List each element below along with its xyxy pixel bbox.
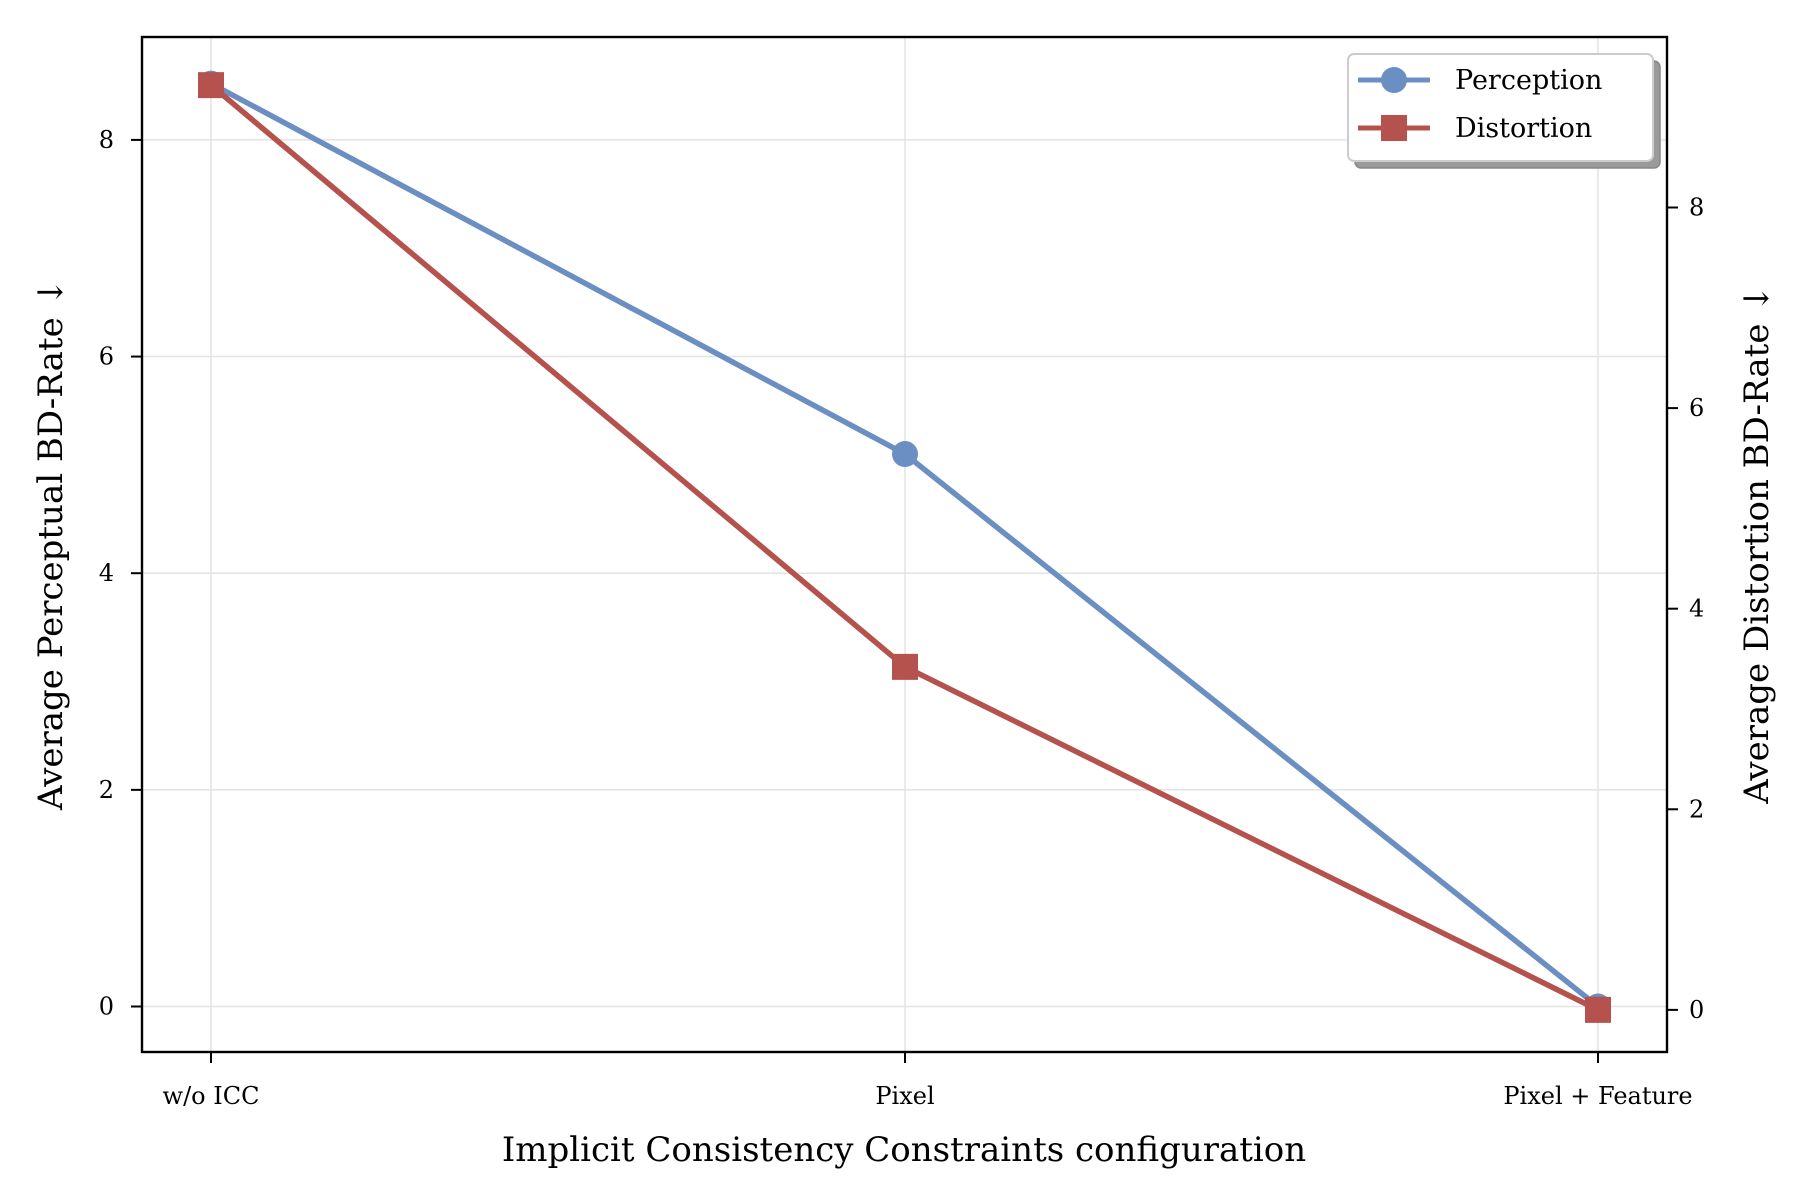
right-y-tick-label: 0 <box>1689 996 1704 1024</box>
series-layer <box>198 70 1611 1023</box>
axes-layer: w/o ICC Pixel Pixel + Feature 0 2 4 6 8 0 2 4 6 8 <box>99 126 1705 1110</box>
left-y-tick-label: 2 <box>99 776 114 804</box>
x-tick-label: w/o ICC <box>163 1082 260 1110</box>
right-y-axis-label: Average Distortion BD-Rate ↓ <box>1737 284 1777 805</box>
left-y-tick-label: 4 <box>99 559 114 587</box>
x-tick-label: Pixel + Feature <box>1503 1082 1692 1110</box>
data-point-distortion <box>1585 996 1611 1023</box>
legend-perception-label: Perception <box>1455 65 1602 96</box>
left-y-tick-label: 8 <box>99 126 114 154</box>
legend-distortion-label: Distortion <box>1455 113 1592 144</box>
grid-layer <box>142 37 1667 1052</box>
right-y-tick-label: 6 <box>1689 394 1704 422</box>
legend: Perception Distortion <box>1347 53 1661 169</box>
left-y-tick-label: 6 <box>99 343 114 371</box>
legend-distortion-marker <box>1381 115 1407 141</box>
data-point-distortion <box>892 653 918 680</box>
right-y-tick-label: 2 <box>1689 795 1704 823</box>
data-point-distortion <box>198 72 224 99</box>
left-y-tick-label: 0 <box>99 993 114 1021</box>
legend-perception-marker <box>1381 67 1407 93</box>
right-y-tick-label: 4 <box>1689 595 1704 623</box>
left-y-axis-label: Average Perceptual BD-Rate ↓ <box>31 278 71 811</box>
x-axis-label: Implicit Consistency Constraints configu… <box>502 1130 1306 1170</box>
data-point-perception <box>892 441 918 468</box>
right-y-tick-label: 8 <box>1689 194 1704 222</box>
x-tick-label: Pixel <box>875 1082 934 1110</box>
